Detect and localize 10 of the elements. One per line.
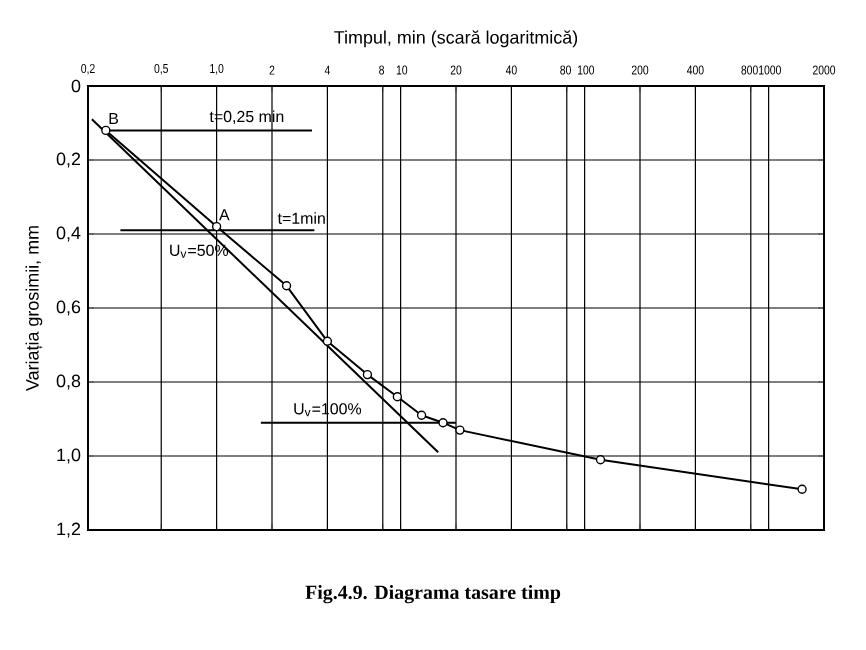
x-axis-title: Timpul, min (scară logaritmică): [334, 30, 578, 48]
caption: Fig.4.9. Diagrama tasare timp: [305, 585, 561, 604]
y-tick-label: 1,2: [57, 522, 81, 538]
y-tick-label: 0: [71, 79, 81, 93]
y-tick-label: 0,2: [56, 152, 81, 168]
y-tick-label: 1,0: [57, 448, 81, 464]
y-tick-label: 0,6: [56, 300, 81, 316]
y-tick-label: 0,4: [56, 226, 81, 242]
y-tick-label: 0,8: [56, 374, 81, 390]
y-axis-title: Variația grosimii, mm: [25, 226, 43, 391]
